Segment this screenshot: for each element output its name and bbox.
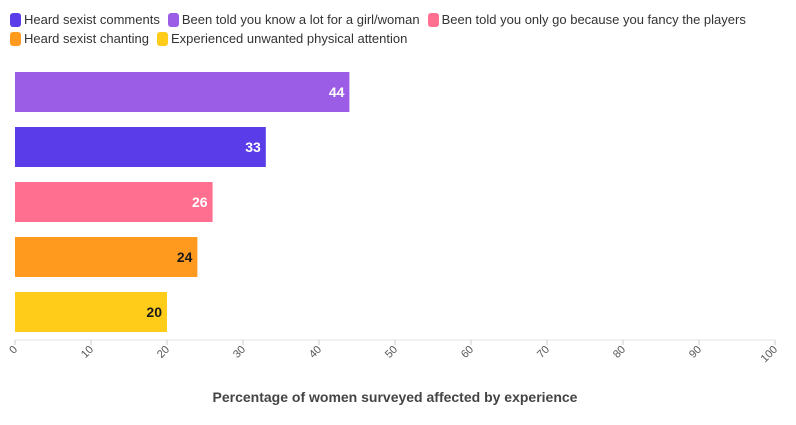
x-axis-label: Percentage of women surveyed affected by… (212, 389, 578, 405)
legend-row: Heard sexist chanting Experienced unwant… (10, 29, 790, 48)
x-tick-label: 80 (611, 344, 628, 361)
x-tick-label: 20 (155, 344, 172, 361)
x-tick-label: 90 (687, 344, 704, 361)
data-label: 44 (329, 84, 345, 100)
x-tick-label: 30 (231, 344, 248, 361)
bar[interactable] (15, 127, 266, 167)
legend-item-sexist-chanting[interactable]: Heard sexist chanting (10, 31, 149, 46)
legend-swatch (10, 31, 21, 46)
x-tick-label: 70 (535, 344, 552, 361)
legend-swatch (427, 12, 439, 27)
x-tick-label: 60 (459, 344, 476, 361)
bar[interactable] (15, 72, 350, 112)
x-tick-label: 40 (307, 344, 324, 361)
data-label: 24 (177, 249, 193, 265)
data-label: 26 (192, 194, 208, 210)
legend-swatch (157, 31, 169, 46)
legend-row: Heard sexist comments Been told you know… (10, 10, 790, 29)
legend-label: Heard sexist comments (24, 12, 160, 27)
legend-item-know-a-lot[interactable]: Been told you know a lot for a girl/woma… (167, 12, 420, 27)
x-tick-label: 50 (383, 344, 400, 361)
legend-item-fancy-the-players[interactable]: Been told you only go because you fancy … (427, 12, 746, 27)
legend-label: Been told you only go because you fancy … (441, 12, 746, 27)
x-tick-label: 0 (7, 344, 20, 357)
bar[interactable] (15, 237, 198, 277)
legend-label: Been told you know a lot for a girl/woma… (181, 12, 420, 27)
x-tick-label: 100 (759, 344, 780, 365)
legend-item-unwanted-attention[interactable]: Experienced unwanted physical attention (157, 31, 407, 46)
data-label: 20 (146, 304, 162, 320)
data-label: 33 (245, 139, 261, 155)
legend-item-heard-sexist-comments[interactable]: Heard sexist comments (10, 12, 160, 27)
legend-label: Experienced unwanted physical attention (171, 31, 408, 46)
legend: Heard sexist comments Been told you know… (10, 10, 790, 48)
x-tick-label: 10 (79, 344, 96, 361)
legend-swatch (10, 12, 21, 27)
bar[interactable] (15, 182, 213, 222)
bar[interactable] (15, 292, 167, 332)
legend-swatch (167, 12, 179, 27)
legend-label: Heard sexist chanting (24, 31, 150, 46)
